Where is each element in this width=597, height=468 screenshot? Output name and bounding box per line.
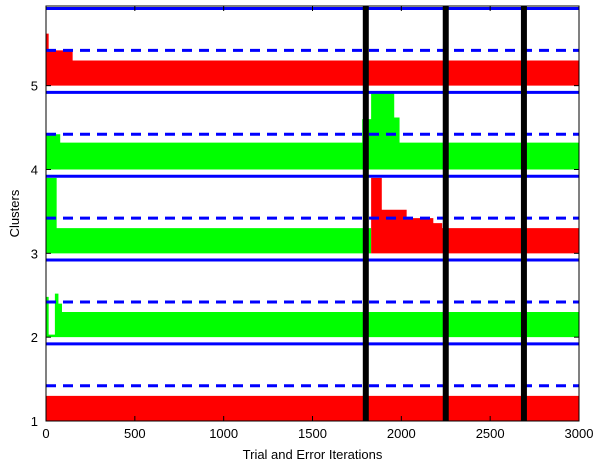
x-tick-label: 1500 (298, 426, 327, 441)
x-tick-label: 500 (124, 426, 146, 441)
y-tick-label: 2 (31, 330, 38, 345)
y-tick-label: 5 (31, 79, 38, 94)
band-cluster-3-green (46, 177, 579, 254)
x-tick-label: 2500 (476, 426, 505, 441)
y-tick-label: 1 (31, 414, 38, 429)
x-axis: 0 500 1000 1500 2000 2500 3000 (42, 6, 593, 441)
x-tick-label: 2000 (387, 426, 416, 441)
band-cluster-5-red (46, 33, 579, 86)
y-tick-label: 3 (31, 246, 38, 261)
x-axis-label: Trial and Error Iterations (243, 447, 383, 462)
band-cluster-4-green (46, 92, 579, 170)
y-tick-label: 4 (31, 162, 38, 177)
y-axis: 1 2 3 4 5 (31, 79, 579, 429)
y-axis-label: Clusters (7, 189, 22, 237)
x-tick-label: 0 (42, 426, 49, 441)
band-cluster-2-green (46, 293, 579, 338)
x-tick-label: 1000 (209, 426, 238, 441)
vertical-marker-layer (362, 6, 527, 421)
band-cluster-3-red (371, 177, 579, 254)
x-tick-label: 3000 (565, 426, 594, 441)
